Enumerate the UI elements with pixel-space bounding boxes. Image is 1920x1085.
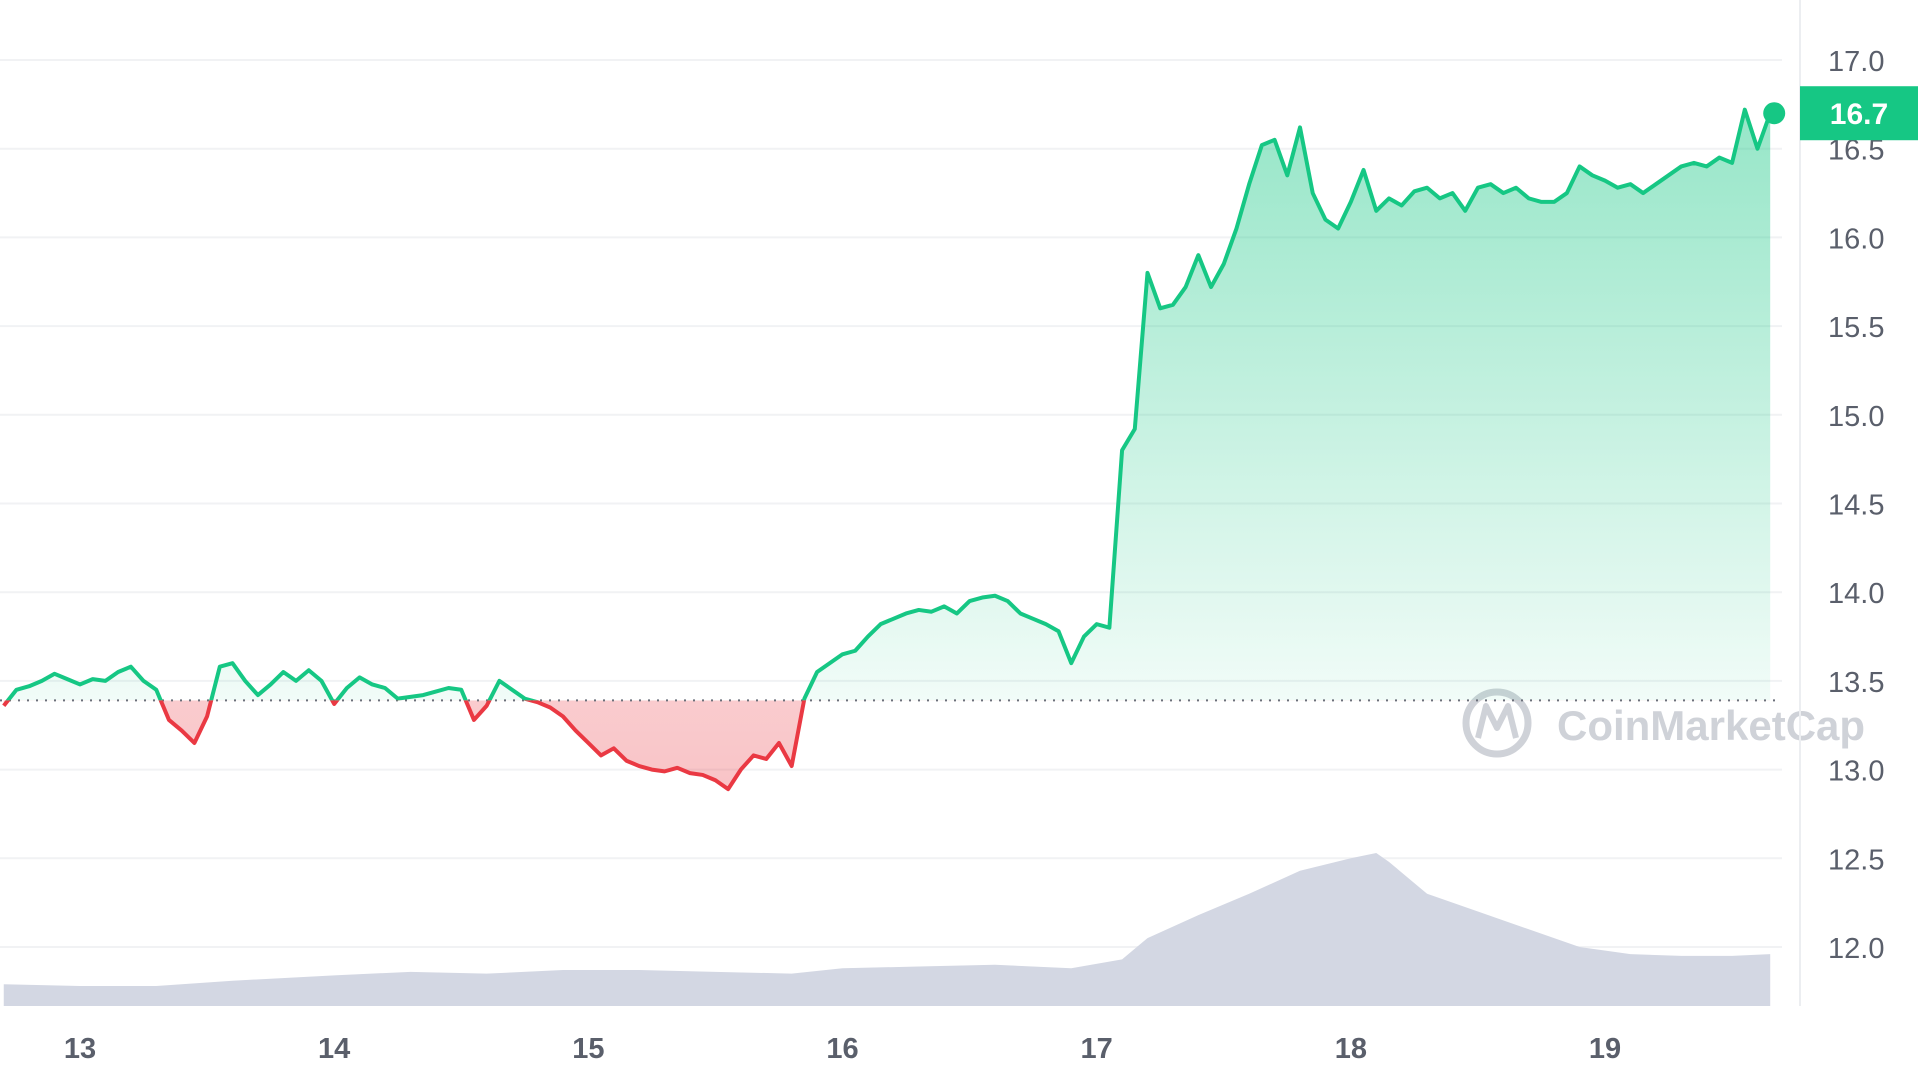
y-tick-label: 15.0 [1828,401,1884,433]
price-line-up[interactable] [4,107,1773,789]
y-tick-label: 17.0 [1828,46,1884,78]
x-tick-label: 17 [1081,1033,1113,1065]
area-fill-up [3,109,1771,701]
y-tick-label: 13.5 [1828,667,1884,699]
y-tick-label: 15.5 [1828,312,1884,344]
x-tick-label: 18 [1335,1033,1367,1065]
y-tick-label: 14.0 [1828,578,1884,610]
x-axis: 13 14 15 16 17 18 19 [64,1033,1621,1065]
coinmarketcap-logo-icon [1462,688,1532,758]
grid-lines [0,59,1782,948]
coinmarketcap-watermark: CoinMarketCap [1462,688,1865,758]
x-tick-label: 13 [64,1033,96,1065]
y-tick-label: 13.0 [1828,756,1884,788]
y-tick-label: 12.5 [1828,844,1884,876]
x-tick-label: 16 [826,1033,858,1065]
price-line[interactable] [2,107,1773,792]
last-price-dot[interactable] [1763,102,1786,125]
x-tick-label: 19 [1589,1033,1621,1065]
x-tick-label: 14 [318,1033,350,1065]
volume-area-path [3,852,1771,1006]
watermark-text: CoinMarketCap [1557,702,1865,749]
y-tick-label: 14.5 [1828,490,1884,522]
current-price-badge-bg [1800,86,1918,141]
volume-area [3,852,1771,1006]
y-axis: 17.016.516.015.515.014.514.013.513.012.5… [1828,46,1884,965]
x-tick-label: 15 [572,1033,604,1065]
y-tick-label: 16.0 [1828,223,1884,255]
current-price-label: 16.7 [1830,98,1888,131]
y-tick-label: 12.0 [1828,933,1884,965]
current-price-badge: 16.7 [1800,86,1918,141]
